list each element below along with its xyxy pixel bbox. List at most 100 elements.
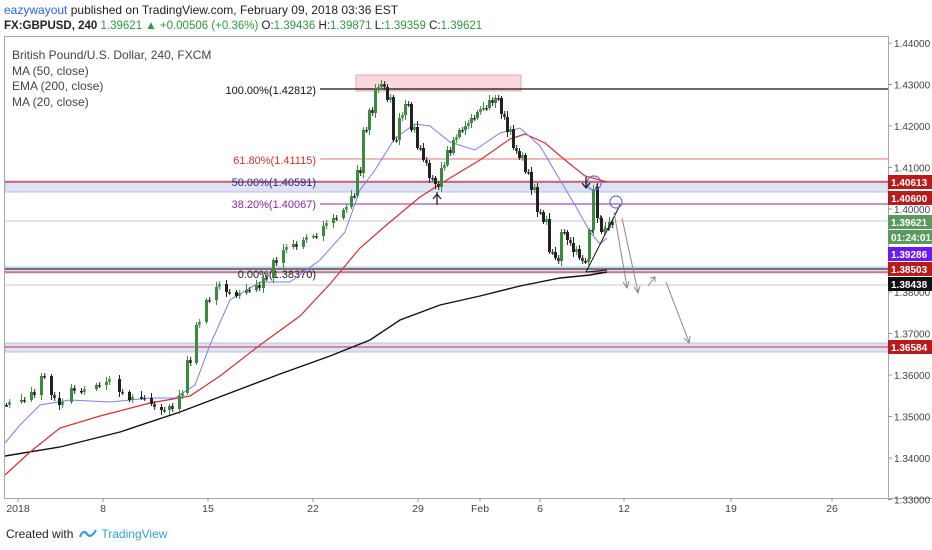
candle-body xyxy=(473,118,476,120)
candle-body xyxy=(73,388,76,391)
candle-body xyxy=(305,237,308,240)
candle-body xyxy=(578,249,581,258)
candle-body xyxy=(362,130,365,173)
price-tick-label: 1.33000 xyxy=(894,496,931,507)
candle-body xyxy=(272,260,275,278)
time-tick-label: 15 xyxy=(202,503,214,515)
candle-body xyxy=(452,140,455,153)
brand-name: TradingView xyxy=(101,527,168,541)
created-with-label: Created with xyxy=(6,527,74,541)
candle-body xyxy=(581,258,584,261)
price-badge xyxy=(888,230,932,244)
candle-body xyxy=(437,184,440,187)
candle-body xyxy=(482,108,485,110)
candle-body xyxy=(312,236,315,238)
legend-item-ma50[interactable]: MA (50, close) xyxy=(12,63,89,78)
arrow-down-icon xyxy=(432,192,442,205)
candle-body xyxy=(506,117,509,132)
low-label: L: xyxy=(374,20,385,32)
ma-20-line xyxy=(4,123,608,444)
fib-label-50: 50.00%(1.40591) xyxy=(232,177,316,189)
candle-body xyxy=(539,212,542,214)
footer: Created with TradingView xyxy=(6,527,167,541)
candle-body xyxy=(121,392,124,394)
candle-body xyxy=(83,389,86,392)
highlight-circle xyxy=(609,195,623,209)
candle-body xyxy=(218,284,221,287)
time-tick-label: 8 xyxy=(100,503,106,515)
candle-body xyxy=(30,392,33,400)
price-badge xyxy=(888,262,932,276)
candle-body xyxy=(171,406,174,409)
time-tick-label: Feb xyxy=(471,503,489,515)
candle-body xyxy=(345,207,348,210)
candle-body xyxy=(509,129,512,132)
time-axis[interactable]: 2018 8 15 22 29 Feb 6 12 19 26 xyxy=(6,498,838,515)
chart-legend: British Pound/U.S. Dollar, 240, FXCM MA … xyxy=(12,48,211,110)
author-link[interactable]: eazywayout xyxy=(4,3,68,17)
candle-body xyxy=(80,391,83,393)
candle-body xyxy=(195,325,198,363)
price-tick-label: 1.34000 xyxy=(894,454,931,465)
candle-body xyxy=(395,140,398,142)
high-label: H: xyxy=(318,20,330,32)
symbol-label: FX:GBPUSD, 240 xyxy=(4,20,98,32)
candle-body xyxy=(95,385,98,389)
candle-body xyxy=(449,150,452,153)
candle-body xyxy=(285,247,288,250)
candle-body xyxy=(596,187,599,218)
ohlc-bar: FX:GBPUSD, 240 1.39621 ▲ +0.00506 (+0.36… xyxy=(4,19,482,34)
trend-base-line xyxy=(585,269,608,273)
price-tick-label: 1.37000 xyxy=(894,330,931,341)
close-value: 1.39621 xyxy=(440,20,483,32)
candle-body xyxy=(425,160,428,163)
candle-body xyxy=(105,382,108,385)
candle-body xyxy=(386,87,389,100)
candle-body xyxy=(332,218,335,223)
candle-body xyxy=(322,226,325,236)
legend-title: British Pound/U.S. Dollar, 240, FXCM xyxy=(12,48,212,62)
price-tick-label: 1.40000 xyxy=(894,205,931,216)
candle-body xyxy=(335,218,338,220)
candle-body xyxy=(497,98,500,100)
candle-body xyxy=(527,172,530,174)
fib-label-100: 100.00%(1.42812) xyxy=(225,85,316,97)
time-tick-label: 29 xyxy=(412,503,424,515)
legend-item-ma20[interactable]: MA (20, close) xyxy=(12,94,89,109)
price-badge xyxy=(888,340,932,354)
candle-body xyxy=(431,178,434,180)
candle-body xyxy=(398,118,401,140)
candle-body xyxy=(58,398,61,405)
price-tick-label: 1.41000 xyxy=(894,164,931,175)
candle-body xyxy=(50,376,53,395)
candle-body xyxy=(365,130,368,132)
candle-body xyxy=(419,148,422,150)
candle-body xyxy=(464,126,467,130)
candle-body xyxy=(353,196,356,198)
candle-body xyxy=(295,244,298,247)
tradingview-link[interactable]: TradingView xyxy=(79,527,167,541)
candle-body xyxy=(181,393,184,396)
candle-body xyxy=(228,292,231,294)
fib-label-618: 61.80%(1.41115) xyxy=(233,155,316,167)
price-badge-label: 1.40600 xyxy=(891,194,928,205)
close-label: C: xyxy=(429,20,441,32)
candle-body xyxy=(108,379,111,382)
candle-body xyxy=(168,406,171,410)
candle-body xyxy=(389,97,392,100)
legend-item-ema200[interactable]: EMA (200, close) xyxy=(12,79,104,93)
price-badge-label: 01:24:01 xyxy=(891,233,931,244)
time-tick-label: 19 xyxy=(725,503,737,515)
candle-body xyxy=(416,127,419,148)
candle-body xyxy=(551,252,554,254)
candle-series xyxy=(5,80,614,415)
candle-body xyxy=(542,212,545,222)
candle-body xyxy=(205,300,208,322)
time-tick-label: 22 xyxy=(307,503,319,515)
candle-body xyxy=(248,290,251,292)
candle-body xyxy=(262,278,265,288)
price-tick-label: 1.36000 xyxy=(894,371,931,382)
time-tick-label: 12 xyxy=(618,503,630,515)
price-badge xyxy=(888,175,932,189)
